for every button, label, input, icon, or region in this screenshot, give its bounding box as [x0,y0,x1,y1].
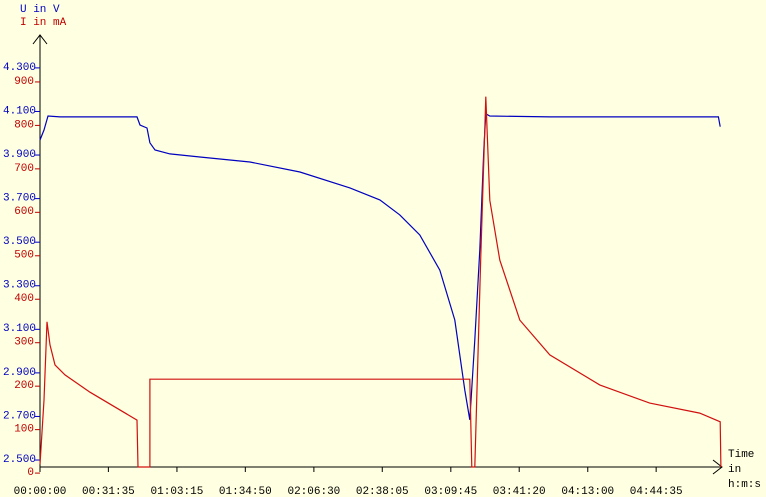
y-tick-label: 3.700 [3,193,36,205]
y2-tick-label: 200 [14,380,34,392]
x-tick-label: 02:38:05 [356,486,409,497]
y-axis-arrow [32,34,48,45]
y-tick-label: 2.900 [3,367,36,379]
y2-tick-label: 700 [14,163,34,175]
axes [32,34,723,475]
y-tick-label: 3.100 [3,323,36,335]
y2-tick-label: 800 [14,119,34,131]
x-axis-title: in [728,464,741,476]
x-tick-label: 00:31:35 [82,486,135,497]
x-axis-title: h:m:s [728,479,761,491]
y2-tick-label: 0 [27,467,34,479]
x-axis-title: Time [728,449,754,461]
y2-tick-label: 400 [14,293,34,305]
y-tick-label: 3.500 [3,236,36,248]
y2-tick-label: 600 [14,206,34,218]
y-tick-label: 4.300 [3,62,36,74]
x-tick-label: 03:41:20 [493,486,546,497]
y-tick-label: 2.700 [3,410,36,422]
y2-tick-label: 500 [14,250,34,262]
x-tick-label: 02:06:30 [287,486,340,497]
data-line [39,112,721,420]
x-tick-label: 01:34:50 [219,486,272,497]
y2-axis-title: I in mA [20,17,67,29]
x-axis-arrow [712,459,723,475]
x-tick-label: 00:00:00 [14,486,67,497]
y-tick-label: 2.500 [3,454,36,466]
y-axis-title: U in V [20,4,60,16]
y2-tick-label: 900 [14,76,34,88]
y-tick-label: 4.100 [3,105,36,117]
x-tick-label: 03:09:45 [424,486,477,497]
x-tick-label: 04:44:35 [630,486,683,497]
y-tick-label: 3.300 [3,280,36,292]
data-line [39,96,722,468]
x-tick-label: 01:03:15 [151,486,204,497]
y-tick-label: 3.900 [3,149,36,161]
x-tick-label: 04:13:00 [561,486,614,497]
y2-tick-label: 300 [14,337,34,349]
y2-tick-label: 100 [14,424,34,436]
